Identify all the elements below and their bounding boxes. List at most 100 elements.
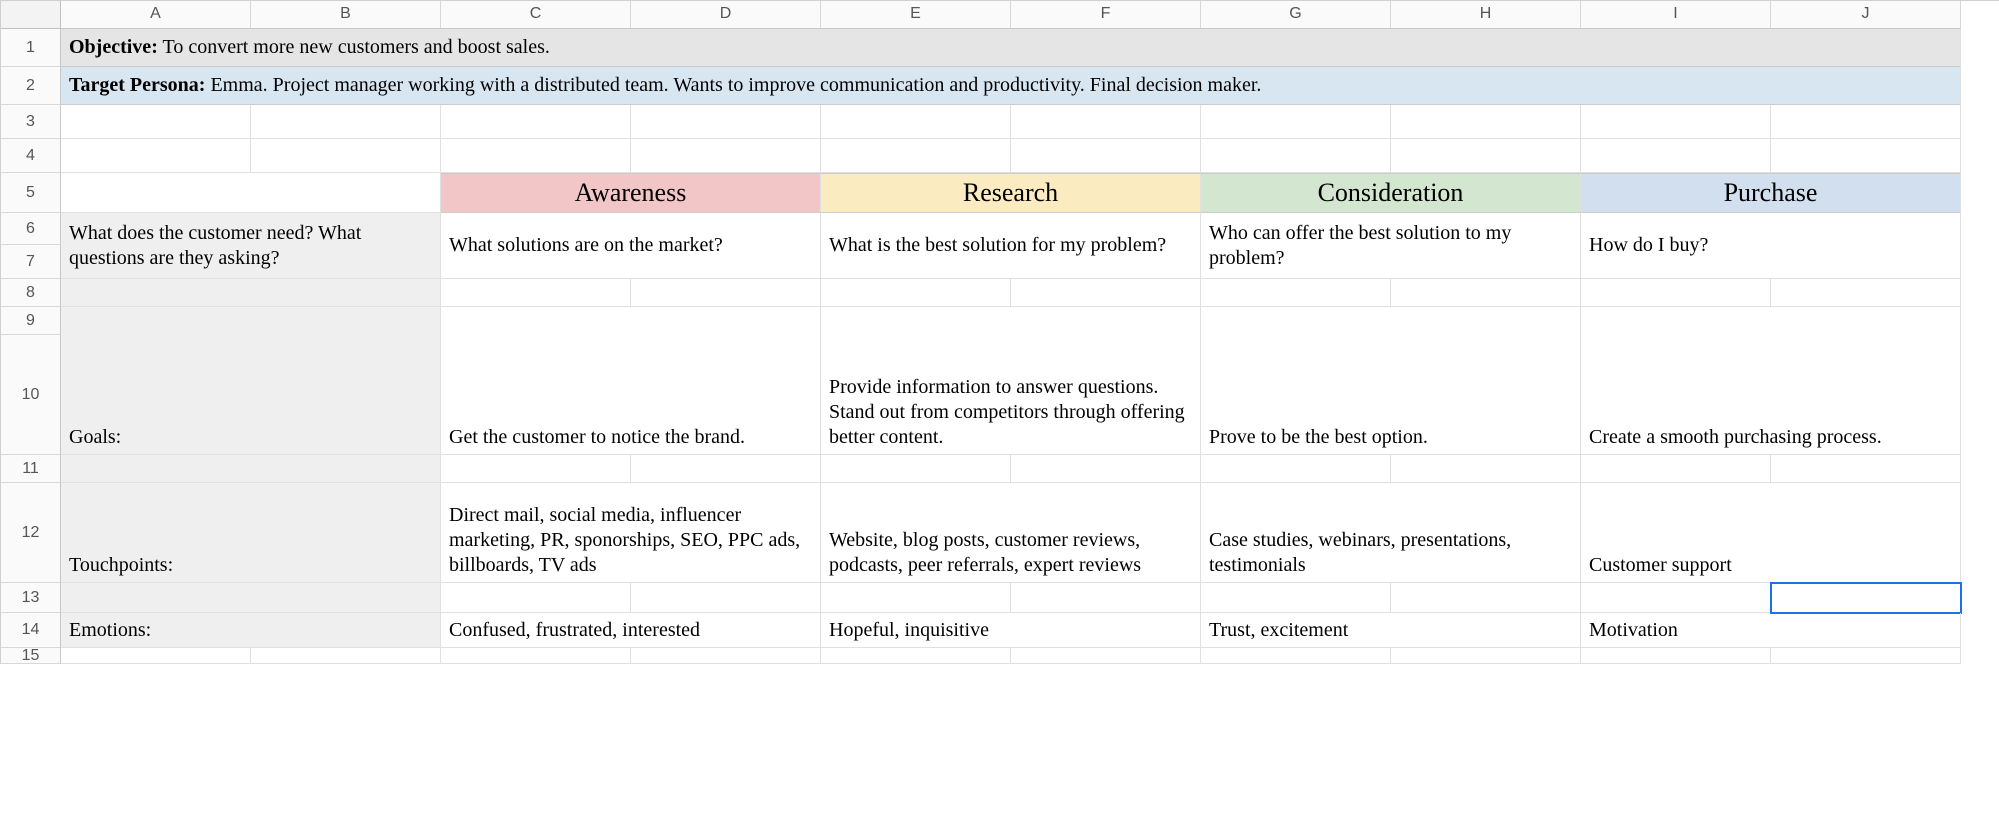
- cell-H8[interactable]: [1391, 279, 1581, 307]
- row-header-5[interactable]: 5: [1, 173, 61, 213]
- cell-I3[interactable]: [1581, 105, 1771, 139]
- cell-G15[interactable]: [1201, 648, 1391, 664]
- cell-A2-persona[interactable]: Target Persona: Emma. Project manager wo…: [61, 67, 1961, 105]
- cell-C3[interactable]: [441, 105, 631, 139]
- emotions-awareness[interactable]: Confused, frustrated, interested: [441, 613, 821, 648]
- cell-F4[interactable]: [1011, 139, 1201, 173]
- goals-consideration[interactable]: Prove to be the best option.: [1201, 307, 1581, 455]
- row-header-3[interactable]: 3: [1, 105, 61, 139]
- row-header-7[interactable]: 7: [1, 245, 61, 279]
- cell-J15[interactable]: [1771, 648, 1961, 664]
- cell-C11[interactable]: [441, 455, 631, 483]
- cell-B4[interactable]: [251, 139, 441, 173]
- col-header-A[interactable]: A: [61, 1, 251, 29]
- cell-D8[interactable]: [631, 279, 821, 307]
- cell-A11[interactable]: [61, 455, 441, 483]
- cell-A8[interactable]: [61, 279, 441, 307]
- cell-F13[interactable]: [1011, 583, 1201, 613]
- need-research[interactable]: What is the best solution for my problem…: [821, 213, 1201, 279]
- row-header-10[interactable]: 10: [1, 335, 61, 455]
- need-purchase[interactable]: How do I buy?: [1581, 213, 1961, 279]
- spreadsheet-grid[interactable]: A B C D E F G H I J 1 Objective: To conv…: [0, 0, 1999, 664]
- cell-E13[interactable]: [821, 583, 1011, 613]
- cell-E15[interactable]: [821, 648, 1011, 664]
- cell-D15[interactable]: [631, 648, 821, 664]
- col-header-H[interactable]: H: [1391, 1, 1581, 29]
- col-header-F[interactable]: F: [1011, 1, 1201, 29]
- cell-F3[interactable]: [1011, 105, 1201, 139]
- goals-research[interactable]: Provide information to answer questions.…: [821, 307, 1201, 455]
- cell-D13[interactable]: [631, 583, 821, 613]
- stage-purchase[interactable]: Purchase: [1581, 173, 1961, 213]
- emotions-consideration[interactable]: Trust, excitement: [1201, 613, 1581, 648]
- cell-E11[interactable]: [821, 455, 1011, 483]
- col-header-B[interactable]: B: [251, 1, 441, 29]
- cell-J8[interactable]: [1771, 279, 1961, 307]
- cell-C4[interactable]: [441, 139, 631, 173]
- cell-F8[interactable]: [1011, 279, 1201, 307]
- cell-B15[interactable]: [251, 648, 441, 664]
- touchpoints-consideration[interactable]: Case studies, webinars, presentations, t…: [1201, 483, 1581, 583]
- cell-D4[interactable]: [631, 139, 821, 173]
- stage-consideration[interactable]: Consideration: [1201, 173, 1581, 213]
- col-header-G[interactable]: G: [1201, 1, 1391, 29]
- cell-J13-selected[interactable]: [1771, 583, 1961, 613]
- stage-research[interactable]: Research: [821, 173, 1201, 213]
- cell-I15[interactable]: [1581, 648, 1771, 664]
- col-header-D[interactable]: D: [631, 1, 821, 29]
- row-header-1[interactable]: 1: [1, 29, 61, 67]
- row-header-4[interactable]: 4: [1, 139, 61, 173]
- col-header-C[interactable]: C: [441, 1, 631, 29]
- cell-A1-objective[interactable]: Objective: To convert more new customers…: [61, 29, 1961, 67]
- col-header-I[interactable]: I: [1581, 1, 1771, 29]
- select-all-corner[interactable]: [1, 1, 61, 29]
- label-goals[interactable]: Goals:: [61, 307, 441, 455]
- cell-F11[interactable]: [1011, 455, 1201, 483]
- cell-I11[interactable]: [1581, 455, 1771, 483]
- cell-H11[interactable]: [1391, 455, 1581, 483]
- label-emotions[interactable]: Emotions:: [61, 613, 441, 648]
- row-header-11[interactable]: 11: [1, 455, 61, 483]
- cell-G3[interactable]: [1201, 105, 1391, 139]
- row-header-13[interactable]: 13: [1, 583, 61, 613]
- cell-I13[interactable]: [1581, 583, 1771, 613]
- col-header-E[interactable]: E: [821, 1, 1011, 29]
- row-header-8[interactable]: 8: [1, 279, 61, 307]
- need-consideration[interactable]: Who can offer the best solution to my pr…: [1201, 213, 1581, 279]
- cell-A3[interactable]: [61, 105, 251, 139]
- cell-E4[interactable]: [821, 139, 1011, 173]
- cell-A4[interactable]: [61, 139, 251, 173]
- row-header-14[interactable]: 14: [1, 613, 61, 648]
- goals-awareness[interactable]: Get the customer to notice the brand.: [441, 307, 821, 455]
- cell-A5[interactable]: [61, 173, 441, 213]
- row-header-15[interactable]: 15: [1, 648, 61, 664]
- touchpoints-research[interactable]: Website, blog posts, customer reviews, p…: [821, 483, 1201, 583]
- cell-G13[interactable]: [1201, 583, 1391, 613]
- cell-I4[interactable]: [1581, 139, 1771, 173]
- label-need[interactable]: What does the customer need? What questi…: [61, 213, 441, 279]
- cell-E8[interactable]: [821, 279, 1011, 307]
- cell-D3[interactable]: [631, 105, 821, 139]
- emotions-research[interactable]: Hopeful, inquisitive: [821, 613, 1201, 648]
- goals-purchase[interactable]: Create a smooth purchasing process.: [1581, 307, 1961, 455]
- cell-C15[interactable]: [441, 648, 631, 664]
- row-header-12[interactable]: 12: [1, 483, 61, 583]
- cell-J11[interactable]: [1771, 455, 1961, 483]
- touchpoints-purchase[interactable]: Customer support: [1581, 483, 1961, 583]
- cell-H4[interactable]: [1391, 139, 1581, 173]
- label-touchpoints[interactable]: Touchpoints:: [61, 483, 441, 583]
- cell-A13[interactable]: [61, 583, 441, 613]
- stage-awareness[interactable]: Awareness: [441, 173, 821, 213]
- need-awareness[interactable]: What solutions are on the market?: [441, 213, 821, 279]
- cell-G11[interactable]: [1201, 455, 1391, 483]
- cell-A15[interactable]: [61, 648, 251, 664]
- cell-C13[interactable]: [441, 583, 631, 613]
- cell-E3[interactable]: [821, 105, 1011, 139]
- cell-G4[interactable]: [1201, 139, 1391, 173]
- touchpoints-awareness[interactable]: Direct mail, social media, influencer ma…: [441, 483, 821, 583]
- row-header-6[interactable]: 6: [1, 213, 61, 245]
- col-header-J[interactable]: J: [1771, 1, 1961, 29]
- cell-C8[interactable]: [441, 279, 631, 307]
- cell-D11[interactable]: [631, 455, 821, 483]
- cell-G8[interactable]: [1201, 279, 1391, 307]
